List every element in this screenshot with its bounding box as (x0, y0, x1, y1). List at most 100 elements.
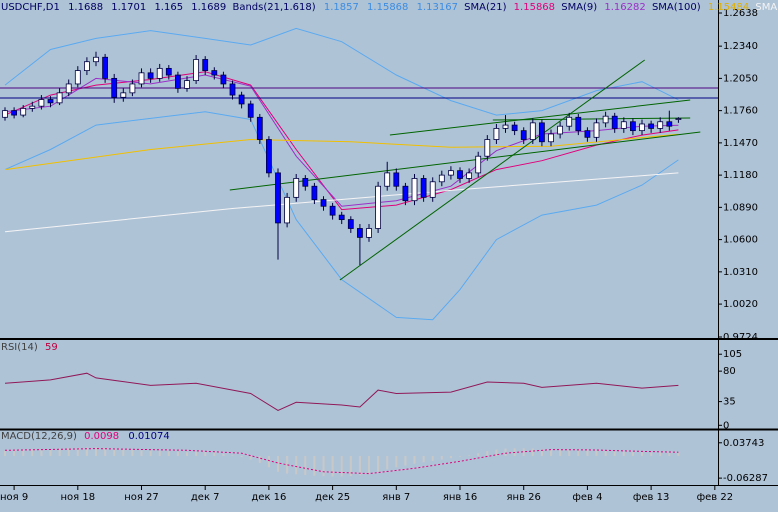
histogram-bar (413, 455, 416, 464)
macd-name: MACD(12,26,9) (1, 431, 77, 442)
close: 1.1689 (191, 2, 226, 13)
x-tick-label: фев 13 (633, 492, 670, 503)
histogram-bar (76, 447, 79, 456)
candle-body (511, 124, 518, 132)
candle-body (256, 116, 263, 140)
histogram-bar (650, 452, 653, 456)
x-tick-label: дек 25 (315, 492, 350, 503)
candle-body (147, 72, 154, 79)
rsi-header: RSI(14) 59 (1, 342, 58, 353)
bands-upper: 1.1857 (324, 2, 359, 13)
candle-body (420, 178, 427, 198)
histogram-bar (559, 449, 562, 456)
candle-body (548, 133, 554, 143)
candle-body (393, 172, 400, 187)
histogram-bar (522, 448, 525, 456)
histogram-bar (295, 455, 298, 475)
candle-body (29, 105, 36, 109)
trend-line (492, 117, 691, 121)
y-tick-label: 1.0890 (723, 202, 758, 213)
sma9-value: 1.16282 (604, 2, 645, 13)
histogram-bar (49, 448, 52, 456)
x-tick-label: янв 26 (507, 492, 541, 503)
candle-body (238, 94, 245, 105)
histogram-bar (577, 449, 580, 456)
histogram-bar (358, 455, 361, 476)
candle-body (557, 125, 564, 135)
histogram-bar (40, 449, 43, 456)
histogram-bar (95, 447, 98, 456)
candle-body (639, 123, 645, 132)
candle-body (375, 185, 382, 229)
candle-body (156, 67, 163, 79)
candle-body (11, 110, 18, 116)
histogram-bar (677, 452, 680, 456)
candle-body (357, 228, 363, 238)
sma21-value: 1.15868 (514, 2, 555, 13)
candle-body (438, 174, 445, 183)
histogram-bar (568, 449, 571, 456)
candle-body (593, 122, 600, 138)
candle-body (648, 123, 655, 129)
histogram-bar (477, 453, 480, 456)
rsi-value: 59 (45, 342, 58, 353)
rsi-name: RSI(14) (1, 342, 38, 353)
histogram-bar (495, 449, 498, 456)
candle-body (102, 56, 109, 79)
candle-body (320, 199, 327, 207)
candle-body (584, 130, 591, 138)
histogram-bar (586, 450, 589, 456)
trend-line (339, 59, 645, 281)
y-tick-label: 1.1470 (723, 138, 758, 149)
y-tick-label: 105 (723, 349, 742, 360)
candle-body (657, 121, 664, 129)
trend-line (389, 99, 691, 136)
y-tick-label: 1.2638 (723, 8, 758, 19)
candle-body (165, 67, 172, 76)
candle-body (466, 172, 473, 179)
y-tick-label: 0.9724 (723, 332, 758, 343)
histogram-bar (213, 452, 216, 456)
x-tick-label: ноя 9 (0, 492, 28, 503)
histogram-bar (313, 455, 316, 476)
histogram-bar (395, 455, 398, 468)
candle-body (275, 172, 281, 224)
indicator-line (4, 372, 679, 411)
indicator-line (4, 27, 679, 116)
sma9-name: SMA(9) (561, 2, 597, 13)
histogram-bar (595, 450, 598, 456)
marks: 1.2638 1.2340 1.2050 1.1760 1.1470 1.1180 1.08… (0, 8, 768, 503)
symbol: USDCHF,D1 (1, 2, 60, 13)
candle-body (630, 121, 636, 132)
histogram-bar (449, 455, 452, 459)
histogram-bar (131, 449, 134, 456)
candle-body (38, 99, 45, 107)
x-tick-label: ноя 27 (124, 492, 159, 503)
histogram-bar (550, 449, 553, 456)
y-tick-label: 0 (723, 420, 729, 431)
sma200-name: SMA(200) (755, 2, 778, 13)
histogram-bar (176, 451, 179, 456)
candle-body (529, 122, 536, 140)
histogram-bar (422, 455, 425, 463)
histogram-bar (440, 455, 443, 460)
candle-body (138, 72, 145, 85)
histogram-bar (540, 448, 543, 456)
bands-name: Bands(21,1.618) (232, 2, 315, 13)
indicator-line (4, 111, 679, 321)
histogram-bar (286, 455, 289, 474)
histogram-bar (331, 455, 334, 477)
candle-body (338, 214, 345, 220)
histogram-bar (304, 455, 307, 475)
histogram-bar (149, 450, 152, 456)
y-tick-label: 35 (723, 397, 736, 408)
y-tick-label: 1.0600 (723, 235, 758, 246)
candle-body (611, 115, 618, 129)
candle-body (620, 121, 627, 129)
histogram-bar (431, 455, 434, 461)
candle-body (675, 118, 682, 120)
indicator-line (4, 172, 679, 233)
histogram-bar (386, 455, 389, 470)
histogram-bar (368, 455, 371, 475)
